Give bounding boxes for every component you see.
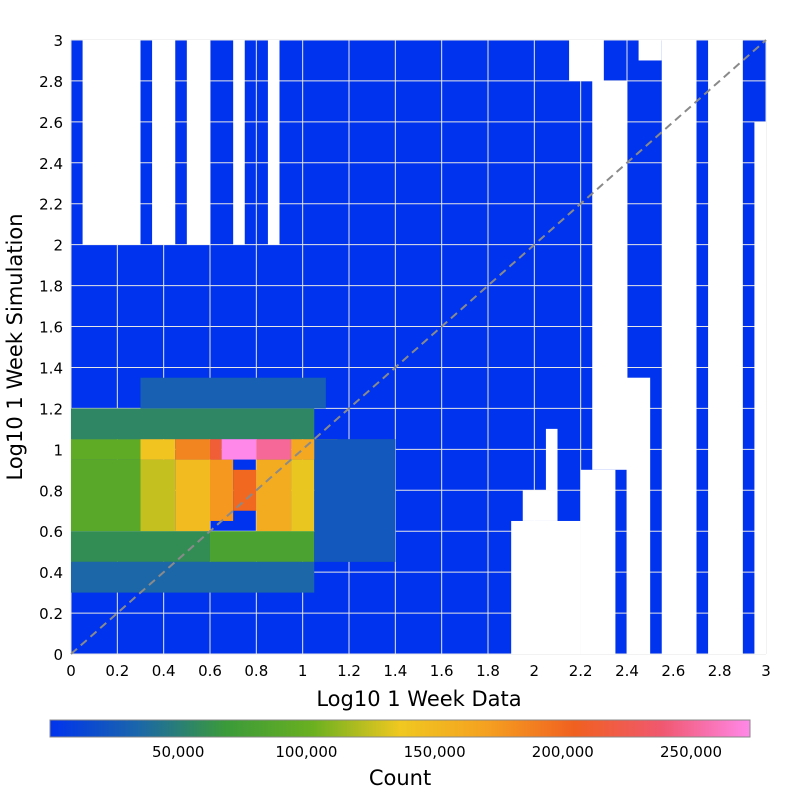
empty-bin: [82, 40, 141, 245]
heatmap-cell: [140, 439, 176, 460]
y-tick-label: 2.8: [39, 73, 63, 91]
x-tick-label: 2.6: [661, 662, 685, 680]
colorbar-tick-label: 50,000: [152, 743, 205, 761]
y-axis-title: Log10 1 Week Simulation: [3, 213, 27, 480]
colorbar-title: Count: [369, 766, 431, 790]
y-tick-label: 1.8: [39, 278, 63, 296]
empty-bin: [511, 520, 581, 654]
heatmap-cell: [256, 459, 292, 532]
colorbar: 50,000 100,000 150,000 200,000 250,000: [49, 719, 751, 761]
y-tick-label: 0.8: [39, 482, 63, 500]
x-tick-label: 0: [66, 662, 76, 680]
heatmap-cells: [71, 377, 396, 593]
heatmap-cell: [71, 439, 141, 460]
heatmap-cell: [221, 439, 257, 460]
empty-bin: [545, 428, 558, 491]
y-tick-label: 1.2: [39, 400, 63, 418]
x-axis-title: Log10 1 Week Data: [316, 687, 521, 711]
y-tick-label: 0.2: [39, 605, 63, 623]
x-tick-label: 1.6: [430, 662, 454, 680]
heatmap-cell: [210, 459, 234, 521]
colorbar-tick-label: 250,000: [660, 743, 722, 761]
x-tick-label: 1.8: [476, 662, 500, 680]
empty-bin: [186, 40, 210, 245]
y-tick-label: 1.6: [39, 319, 63, 337]
x-tick-label: 2.8: [708, 662, 732, 680]
empty-bin: [708, 40, 743, 654]
y-tick-label: 0.6: [39, 523, 63, 541]
x-tick-label: 0.4: [152, 662, 176, 680]
diagonal-line: [70, 39, 767, 655]
heatmap-cell: [71, 459, 141, 532]
heatmap-cell: [71, 408, 315, 440]
y-tick-label: 2.2: [39, 196, 63, 214]
x-tick-label: 0.8: [244, 662, 268, 680]
heatmap-cell: [140, 377, 326, 409]
empty-bin: [233, 40, 245, 245]
y-tick-label: 0.4: [39, 564, 63, 582]
x-tick-label: 1: [298, 662, 308, 680]
heatmap-cell: [210, 439, 222, 460]
y-tick-label: 2.4: [39, 155, 63, 173]
x-tick-label: 2.2: [569, 662, 593, 680]
x-tick-label: 3: [761, 662, 771, 680]
heatmap-cell: [175, 439, 210, 460]
y-tick-label: 2: [53, 237, 63, 255]
heatmap-cell: [291, 459, 315, 532]
heatmap-cell: [71, 531, 210, 562]
y-tick-label: 3: [53, 32, 63, 50]
x-tick-label: 2.4: [615, 662, 639, 680]
x-tick-label: 0.6: [198, 662, 222, 680]
empty-bin: [661, 40, 697, 654]
x-tick-label: 1.4: [383, 662, 407, 680]
heatmap-cell: [210, 531, 315, 562]
empty-bins: [82, 40, 766, 654]
heatmap-cell: [140, 459, 176, 532]
axis-tick-labels: 0 0.2 0.4 0.6 0.8 1 1.2 1.4 1.6 1.8 2 2.2 2.4 2.6 2.8 3…: [39, 32, 771, 680]
x-tick-label: 2: [530, 662, 540, 680]
heatmap-cell: [175, 459, 210, 532]
empty-bin: [267, 40, 280, 245]
empty-bin: [580, 469, 616, 654]
colorbar-tick-label: 100,000: [275, 743, 337, 761]
x-tick-label: 1.2: [337, 662, 361, 680]
empty-bin: [754, 121, 766, 654]
y-tick-label: 1: [53, 441, 63, 459]
y-tick-label: 2.6: [39, 114, 63, 132]
empty-bin: [569, 40, 604, 81]
empty-bin: [627, 377, 651, 654]
heatmap-cell: [256, 439, 292, 460]
empty-bin: [522, 490, 558, 521]
colorbar-tick-label: 200,000: [532, 743, 594, 761]
diagonal-reference-line: [70, 39, 767, 655]
x-tick-label: 0.2: [105, 662, 129, 680]
colorbar-tick-label: 150,000: [404, 743, 466, 761]
heatmap-cell: [233, 469, 257, 511]
y-tick-label: 1.4: [39, 359, 63, 377]
colorbar-gradient: [49, 719, 751, 738]
empty-bin: [592, 80, 627, 470]
heatmap-cell: [71, 561, 315, 593]
y-tick-label: 0: [53, 646, 63, 664]
heatmap-cell: [314, 439, 396, 562]
empty-bin: [152, 40, 176, 245]
empty-bin: [638, 40, 662, 61]
